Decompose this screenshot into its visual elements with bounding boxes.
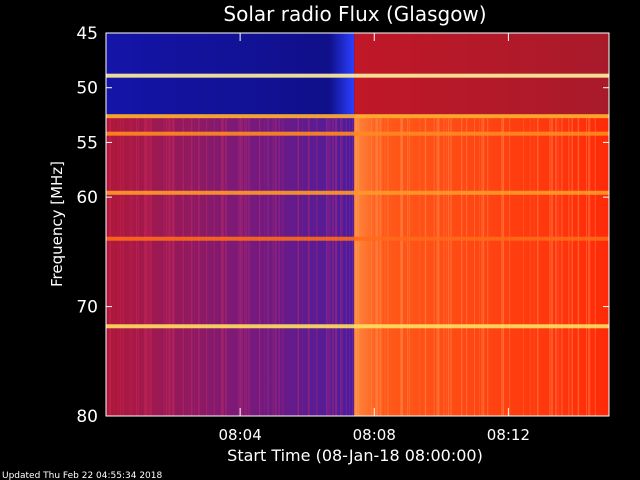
x-axis: 08:04 08:08 08:12 [219,33,530,444]
emission-band [106,73,609,78]
y-axis-label: Frequency [MHz] [48,161,66,287]
chart-title: Solar radio Flux (Glasgow) [223,2,486,26]
x-tick-label: 08:08 [353,426,396,444]
y-tick-label: 80 [76,407,98,427]
heatmap-region-medium [106,115,355,417]
heatmap-region-high [354,115,609,417]
y-tick-label: 50 [76,79,98,99]
x-tick-label: 08:12 [487,426,530,444]
y-tick-label: 70 [76,298,98,318]
x-tick-label: 08:04 [219,426,262,444]
y-tick-label: 60 [76,188,98,208]
plot-frame [105,32,610,417]
y-tick-label: 45 [76,24,98,44]
plot-area [106,33,609,417]
y-tick-label: 55 [76,133,98,153]
emission-band [106,324,609,329]
y-axis: 45 50 55 60 70 80 [76,24,609,427]
emission-band [106,131,609,136]
emission-band [106,190,609,195]
emission-band [106,236,609,241]
spectrogram-texture [109,118,596,416]
x-axis-label: Start Time (08-Jan-18 08:00:00) [227,446,483,465]
emission-band [106,114,609,119]
updated-timestamp: Updated Thu Feb 22 04:55:34 2018 [2,471,163,480]
